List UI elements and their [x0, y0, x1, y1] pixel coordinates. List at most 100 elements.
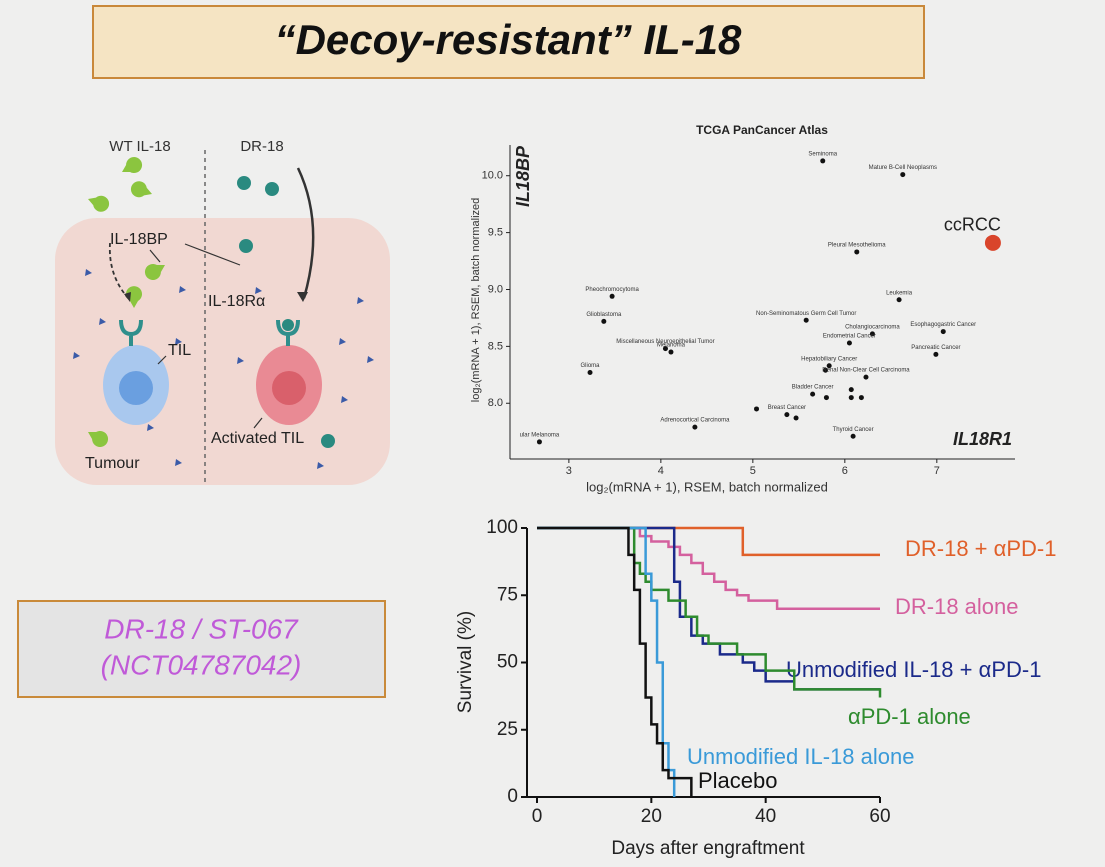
point [609, 293, 615, 299]
point [850, 433, 856, 439]
solid-arrow [296, 167, 315, 299]
triangles [73, 269, 374, 469]
point [823, 367, 829, 373]
nucleus [119, 371, 153, 405]
series-label: DR-18 alone [895, 594, 1019, 619]
y-axis-label: log₂(mRNA + 1), RSEM, batch normalized [470, 198, 482, 402]
point-label: Breast Cancer [768, 405, 806, 411]
nucleus [272, 371, 306, 405]
dr18-molecule [239, 239, 253, 253]
point [858, 395, 864, 401]
survival-curve [537, 526, 882, 698]
series-label: DR-18 + αPD-1 [905, 536, 1057, 561]
bp-label: IL-18BP [110, 231, 168, 248]
y-tick-label: 75 [497, 584, 518, 605]
y-gene-label: IL18BP [513, 145, 533, 207]
point [940, 329, 946, 335]
x-gene-label: IL18R1 [953, 429, 1012, 449]
scatter-chart: TCGA PanCancer Atlas log₂(mRNA + 1), RSE… [470, 123, 1015, 494]
tumour-label: Tumour [85, 455, 140, 472]
receptor-label: IL-18Rα [208, 293, 265, 310]
point-label: Pheochromocytoma [585, 287, 639, 293]
y-tick-label: 0 [507, 786, 518, 807]
point-label: Melanoma [657, 343, 686, 349]
arrow-head [297, 292, 308, 302]
y-tick-label: 100 [486, 517, 518, 538]
x-tick-label: 3 [566, 465, 572, 477]
point [587, 370, 593, 376]
point [854, 249, 860, 255]
scatter-title: TCGA PanCancer Atlas [696, 123, 828, 137]
point-label: Endometrial Cancer [823, 334, 876, 340]
point [933, 351, 939, 357]
y-tick-label: 10.0 [482, 170, 503, 182]
point [896, 297, 902, 303]
slide-title: “Decoy-resistant” IL-18 [275, 16, 742, 63]
y-tick-label: 8.0 [488, 397, 503, 409]
point [846, 340, 852, 346]
point-label: Adrenocortical Carcinoma [660, 418, 730, 424]
callout-box [17, 600, 386, 698]
y-tick-label: 9.0 [488, 283, 503, 295]
survival-curve [537, 526, 880, 610]
series-label: Placebo [698, 768, 778, 793]
point [662, 346, 668, 352]
callout-line: DR-18 / ST-067 [104, 613, 299, 644]
x-tick-label: 6 [842, 465, 848, 477]
x-tick-label: 5 [750, 465, 756, 477]
activated-label: Activated TIL [211, 430, 304, 447]
point [826, 363, 832, 369]
point [793, 415, 799, 421]
point [869, 331, 875, 337]
point [848, 387, 854, 393]
x-tick-label: 60 [869, 806, 890, 827]
point-label: Thyroid Cancer [833, 427, 874, 433]
pointer-line [184, 243, 241, 266]
til-label: TIL [168, 342, 191, 359]
highlight-point [984, 234, 1001, 251]
point-label: Leukemia [886, 290, 913, 296]
y-axis-label: Survival (%) [455, 611, 476, 713]
receptor [119, 319, 143, 346]
point [784, 412, 790, 418]
point [803, 317, 809, 323]
point-label: ular Melanoma [520, 433, 560, 439]
dr18-molecule [265, 182, 279, 196]
wt-label: WT IL-18 [109, 138, 170, 155]
point [692, 424, 698, 430]
y-tick-label: 8.5 [488, 340, 503, 352]
point-label: ccRCC [944, 215, 1001, 235]
survival-chart: Days after engraftment Survival (%) 0 20 4… [455, 517, 1056, 859]
pointer-line [157, 355, 167, 365]
point [823, 395, 829, 401]
point-label: Non-Seminomatous Germ Cell Tumor [756, 311, 856, 317]
series-label: Unmodified IL-18 alone [687, 744, 914, 769]
receptor [276, 319, 300, 346]
point-label: Renal Non-Clear Cell Carcinoma [822, 368, 910, 374]
x-tick-label: 40 [755, 806, 776, 827]
dr-label: DR-18 [240, 138, 283, 155]
point [848, 395, 854, 401]
x-axis-label: Days after engraftment [611, 838, 805, 859]
y-tick-label: 25 [497, 719, 518, 740]
point-label: Glioblastoma [586, 312, 622, 318]
point [536, 439, 542, 445]
y-tick-label: 9.5 [488, 227, 503, 239]
x-axis-label: log₂(mRNA + 1), RSEM, batch normalized [586, 479, 828, 494]
x-tick-label: 7 [934, 465, 940, 477]
bound-dr18 [282, 319, 294, 331]
dashed-arrow [108, 242, 129, 299]
callout-line: (NCT04787042) [101, 649, 302, 680]
x-tick-label: 4 [658, 465, 664, 477]
series-label: Unmodified IL-18 + αPD-1 [786, 657, 1041, 682]
pointer-line [149, 249, 161, 263]
point [601, 318, 607, 324]
point [863, 374, 869, 380]
x-tick-label: 0 [532, 806, 543, 827]
point-label: Glioma [581, 363, 601, 369]
title-box [92, 5, 925, 79]
point-label: Mature B-Cell Neoplasms [869, 165, 937, 171]
point-label: Hepatobiliary Cancer [801, 356, 857, 362]
